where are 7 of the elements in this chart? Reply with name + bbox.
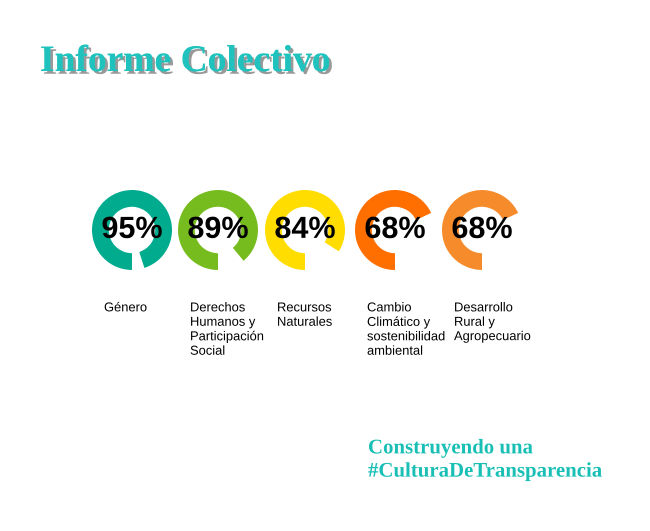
slice-label: Cambio Climático y sostenibilidad ambiental (367, 302, 444, 355)
text: Construyendo una #CulturaDeTransparencia (368, 438, 602, 482)
slice-label: Recursos Naturales (278, 302, 332, 326)
slice-label: Desarrollo Rural y Agropecuario (454, 302, 530, 343)
slice-label: Género (104, 302, 147, 312)
slice-label: Derechos Humanos y Participación Social (190, 302, 264, 355)
chart-title: Informe Colectivo (41, 44, 332, 74)
